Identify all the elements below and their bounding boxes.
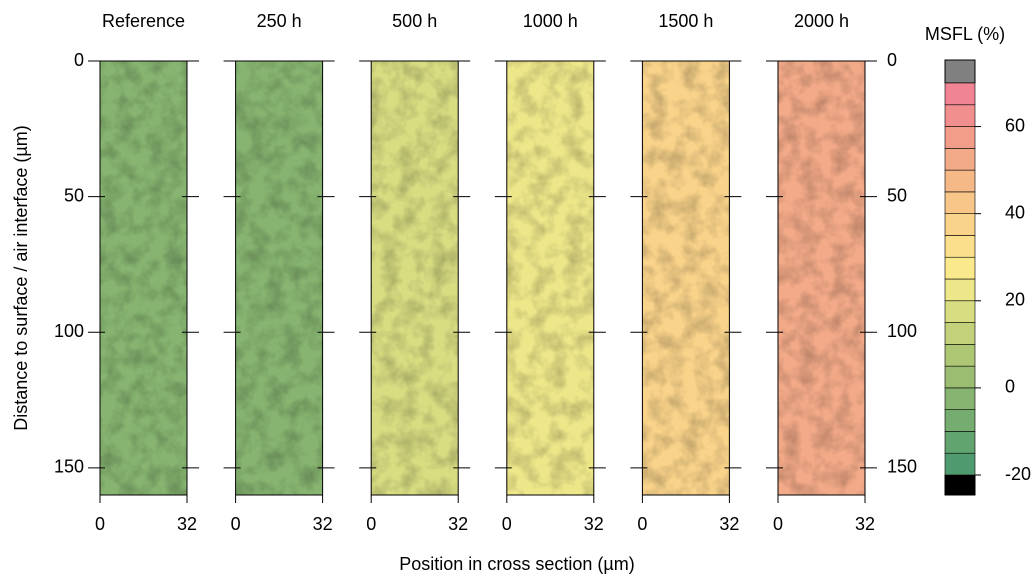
x-tick-label: 0 (773, 514, 783, 534)
x-tick-label: 32 (719, 514, 739, 534)
colorbar-swatch (944, 365, 976, 389)
colorbar-swatch (944, 322, 976, 345)
colorbar-swatch (944, 148, 976, 171)
colorbar-swatch (944, 82, 976, 106)
colorbar-swatch (944, 235, 976, 258)
colorbar-swatch (944, 452, 976, 476)
colorbar-swatch (944, 126, 976, 149)
y-tick-label: 50 (64, 185, 84, 205)
y-tick-label: 50 (887, 185, 907, 205)
panel-title: 2000 h (794, 11, 849, 31)
colorbar-tick-label: 0 (1005, 377, 1015, 397)
colorbar-swatch (944, 213, 976, 236)
panel-texture (642, 61, 730, 495)
panel-title: 250 h (257, 11, 302, 31)
x-tick-label: 32 (177, 514, 197, 534)
x-axis-label: Position in cross section (µm) (399, 554, 634, 574)
panel-texture (778, 61, 865, 495)
y-tick-label: 100 (54, 321, 84, 341)
colorbar-swatch (944, 191, 976, 214)
colorbar-tick-label: -20 (1005, 464, 1031, 484)
x-tick-label: 32 (313, 514, 333, 534)
colorbar-swatch (944, 278, 976, 302)
x-tick-label: 32 (855, 514, 875, 534)
x-tick-label: 0 (366, 514, 376, 534)
panel-frame (641, 60, 730, 496)
panel-title: 1500 h (658, 11, 713, 31)
colorbar-tick-label: 60 (1005, 115, 1025, 135)
panel-frame (99, 60, 188, 496)
y-tick-label: 0 (887, 50, 897, 70)
y-tick-label: 0 (74, 50, 84, 70)
y-tick-label: 100 (887, 321, 917, 341)
colorbar-swatch (944, 344, 976, 367)
colorbar-swatch (944, 256, 976, 280)
x-tick-label: 0 (502, 514, 512, 534)
panel-frame (506, 60, 595, 496)
x-tick-label: 32 (584, 514, 604, 534)
panel-title: 1000 h (523, 11, 578, 31)
colorbar-swatch (944, 409, 976, 432)
y-tick-label: 150 (54, 457, 84, 477)
colorbar-swatch (944, 104, 976, 127)
colorbar-tick-label: 20 (1005, 290, 1025, 310)
panel-frame (370, 60, 459, 496)
x-tick-label: 0 (231, 514, 241, 534)
colorbar-label: MSFL (%) (925, 24, 1005, 44)
colorbar-over (944, 59, 976, 84)
y-axis-label: Distance to surface / air interface (µm) (11, 125, 31, 430)
panel-texture (235, 61, 323, 495)
colorbar-swatch (944, 300, 976, 323)
panel-frame (235, 60, 324, 496)
panel-texture (506, 61, 594, 495)
x-tick-label: 0 (95, 514, 105, 534)
colorbar-swatch (944, 431, 976, 454)
colorbar-under (944, 474, 976, 496)
panel-texture (371, 61, 459, 495)
x-tick-label: 0 (637, 514, 647, 534)
x-tick-label: 32 (448, 514, 468, 534)
colorbar-swatch (944, 169, 976, 193)
colorbar-tick-label: 40 (1005, 202, 1025, 222)
panel-texture (100, 61, 187, 495)
colorbar-swatch (944, 387, 976, 410)
panel-frame (777, 60, 866, 496)
panel-title: 500 h (392, 11, 437, 31)
panel-title: Reference (102, 11, 185, 31)
y-tick-label: 150 (887, 457, 917, 477)
